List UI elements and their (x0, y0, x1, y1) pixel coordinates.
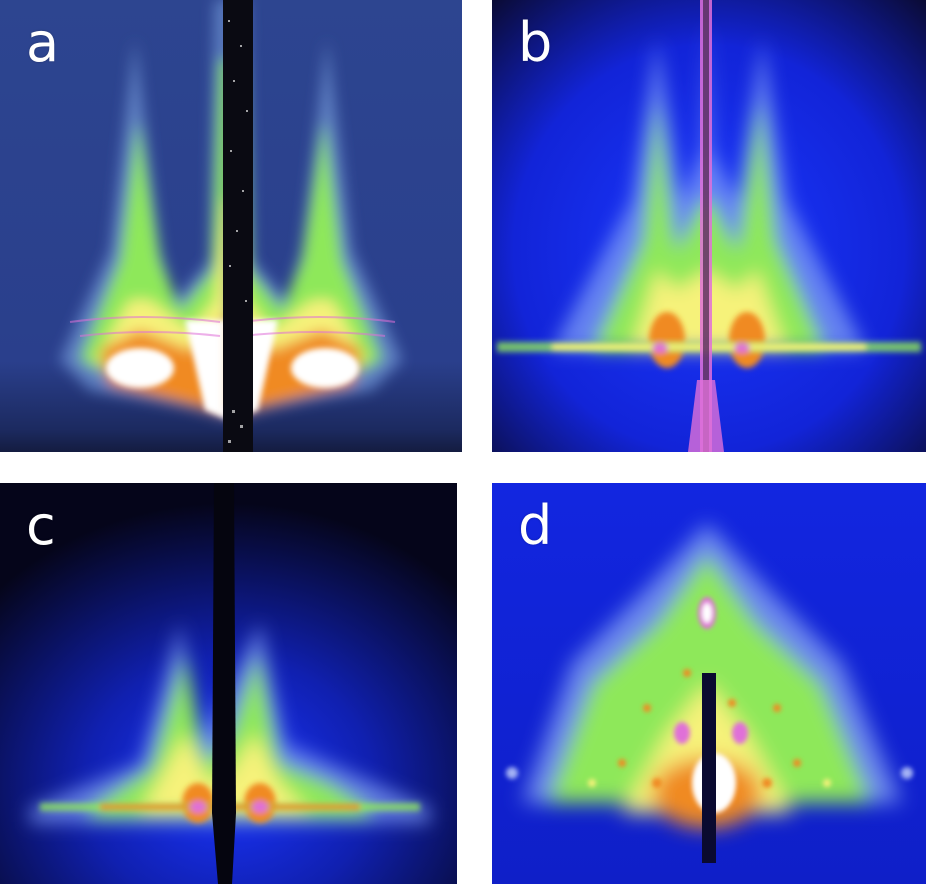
panel-label-d: d (518, 494, 553, 557)
beamstop-d (702, 673, 716, 863)
scattering-image-d (492, 483, 926, 884)
panel-label-a: a (26, 11, 60, 74)
scattering-image-b (492, 0, 926, 452)
scattering-image-c (0, 483, 457, 884)
panel-label-c: c (26, 494, 56, 557)
beamstop-a (223, 0, 253, 452)
scattering-panel-b: b (492, 0, 926, 452)
scattering-panel-a: a (0, 0, 462, 452)
scattering-image-a (0, 0, 462, 452)
scattering-panel-d: d (492, 483, 926, 884)
scattering-panel-c: c (0, 483, 457, 884)
panel-label-b: b (518, 11, 553, 74)
beamstop-c (212, 483, 236, 884)
